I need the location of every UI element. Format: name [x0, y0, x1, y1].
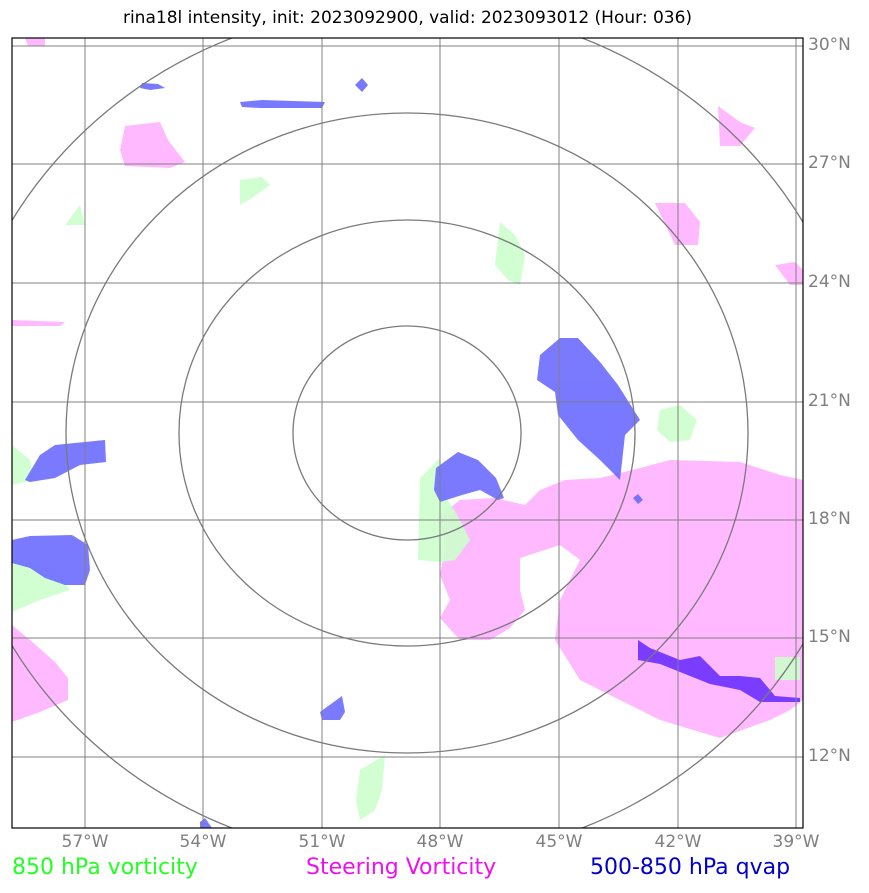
- range-rings: [12, 38, 803, 828]
- lon-label-39w: 39°W: [772, 832, 820, 852]
- map-title: rina18l intensity, init: 2023092900, val…: [122, 8, 693, 28]
- legend-850hpa-vorticity: 850 hPa vorticity: [12, 855, 198, 880]
- lat-lon-grid: [12, 38, 803, 828]
- lon-label-57w: 57°W: [61, 832, 109, 852]
- lon-label-42w: 42°W: [654, 832, 702, 852]
- lon-label-48w: 48°W: [416, 832, 464, 852]
- lon-label-54w: 54°W: [179, 832, 227, 852]
- lat-label-12n: 12°N: [808, 746, 851, 766]
- lat-label-18n: 18°N: [808, 509, 851, 529]
- lat-label-30n: 30°N: [808, 35, 851, 55]
- legend-qvap: 500-850 hPa qvap: [590, 855, 791, 880]
- map-frame: [11, 37, 804, 829]
- legend-steering-vorticity: Steering Vorticity: [306, 855, 497, 880]
- qvap-field: [12, 78, 643, 828]
- 850hpa-vorticity-field: [12, 177, 800, 820]
- lat-label-15n: 15°N: [808, 627, 851, 647]
- lon-label-51w: 51°W: [298, 832, 346, 852]
- lon-label-45w: 45°W: [535, 832, 583, 852]
- qvap-streak: [638, 640, 800, 702]
- steering-vorticity-field: [12, 38, 803, 738]
- lat-label-21n: 21°N: [808, 391, 851, 411]
- lat-label-24n: 24°N: [808, 272, 851, 292]
- lat-label-27n: 27°N: [808, 153, 851, 173]
